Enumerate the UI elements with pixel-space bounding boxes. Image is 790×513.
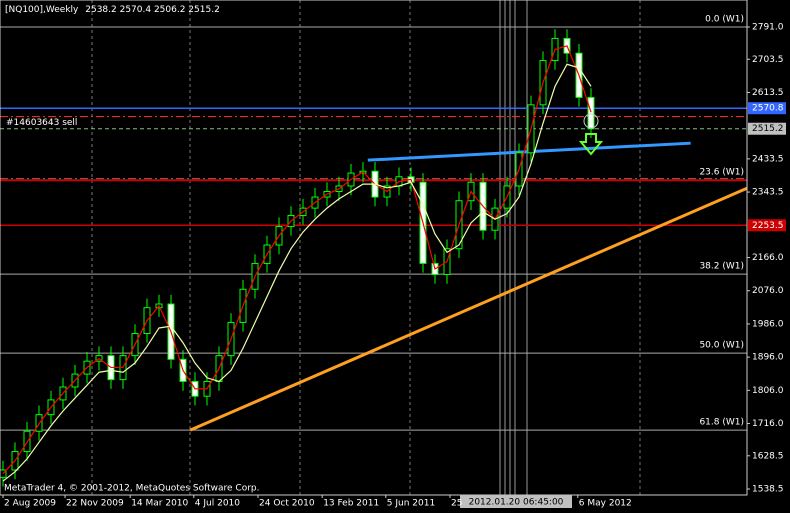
- cursor-label: 2012.01.20 06:45:00: [469, 498, 564, 508]
- y-tick-label: 1716.0: [752, 419, 784, 429]
- y-tick-label: 2166.0: [752, 253, 784, 263]
- fib-label: 23.6 (W1): [699, 168, 744, 178]
- fib-label: 61.8 (W1): [699, 418, 744, 428]
- signal-arrow: [578, 113, 604, 156]
- x-tick-label: 13 Feb 2011: [323, 499, 379, 509]
- x-tick-label: 22 Nov 2009: [66, 499, 124, 509]
- trendline: [189, 186, 748, 432]
- y-tick-label: 2343.5: [752, 188, 784, 198]
- x-tick-label: 4 Jul 2010: [195, 499, 240, 509]
- y-tick-label: 2703.5: [752, 55, 784, 65]
- price-tag-label: 2253.5: [752, 221, 784, 231]
- fib-label: 50.0 (W1): [699, 341, 744, 351]
- ohlc-text: 2538.2 2570.4 2506.2 2515.2: [85, 5, 220, 15]
- cursor-box: [460, 495, 572, 508]
- x-tick-label: 14 Mar 2010: [131, 499, 188, 509]
- plot-border: [0, 0, 748, 496]
- x-tick-label: 24 Oct 2010: [259, 499, 315, 509]
- y-tick-label: 1896.0: [752, 353, 784, 363]
- plot: 0.0 (W1) 23.6 (W1) 38.2 (W1) 50.0 (W1) 61.8 …: [0, 15, 748, 487]
- indicator-line: [2, 63, 592, 482]
- indicator-line: [2, 45, 592, 475]
- x-tick-label: 25: [451, 499, 462, 509]
- vertical-lines: [499, 0, 528, 495]
- price-tag-label: 2570.8: [752, 104, 784, 114]
- y-tick-label: 1538.5: [752, 484, 784, 494]
- marker: [583, 113, 599, 129]
- y-tick-label: 1806.0: [752, 386, 784, 396]
- y-tick-label: 2791.0: [752, 23, 784, 33]
- arrow: [578, 133, 604, 156]
- y-tick-label: 2613.5: [752, 88, 784, 98]
- title: [NQ100],Weekly 2538.2 2570.4 2506.2 2515…: [5, 5, 220, 15]
- x-tick-label: 5 Jun 2011: [387, 499, 435, 509]
- y-tick-label: 2076.0: [752, 286, 784, 296]
- y-tick-label: 1986.0: [752, 319, 784, 329]
- title-text: [NQ100],Weekly: [5, 5, 79, 15]
- price-tag-label: 2515.2: [752, 124, 784, 134]
- x-tick-label: 6 May 2012: [579, 499, 632, 509]
- price-tag: [748, 122, 786, 135]
- price-tag: [748, 102, 786, 115]
- order-label: #14603643 sell: [6, 118, 77, 128]
- price-tag: [748, 219, 786, 232]
- fib-label: 0.0 (W1): [705, 15, 744, 25]
- grid-verticals: [91, 0, 641, 495]
- y-tick-label: 1628.5: [752, 451, 784, 461]
- x-tick-label: 2 Aug 2009: [4, 499, 56, 509]
- fib-label: 38.2 (W1): [699, 262, 744, 272]
- candle-body: [587, 96, 595, 130]
- y-tick-label: 2433.5: [752, 154, 784, 164]
- footer: MetaTrader 4, © 2001-2012, MetaQuotes So…: [4, 484, 260, 494]
